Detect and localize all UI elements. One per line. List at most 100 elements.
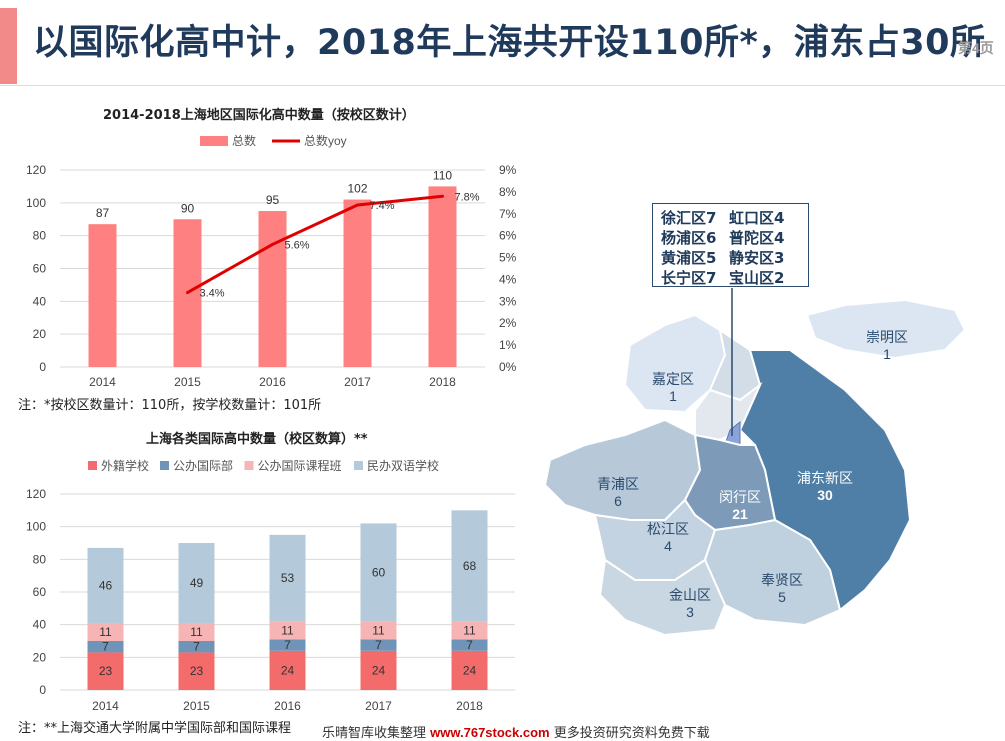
callout-row: 黄浦区5 静安区3 <box>661 248 800 268</box>
y-tick-label: 20 <box>33 327 47 341</box>
district-shape-chongming <box>805 298 967 360</box>
district-value-label: 21 <box>732 506 748 522</box>
yoy-value-label: 3.4% <box>200 288 225 300</box>
legend-swatch <box>354 461 363 470</box>
y-tick-label: 120 <box>26 487 46 501</box>
x-tick-label: 2016 <box>259 375 286 389</box>
callout-row: 杨浦区6 普陀区4 <box>661 228 800 248</box>
bar <box>428 186 457 367</box>
bar-value-label: 90 <box>181 201 195 215</box>
y-tick-label: 20 <box>33 650 47 664</box>
chart1-note: 注：*按校区数量计：110所，按学校数量计：101所 <box>18 398 322 413</box>
x-tick-label: 2017 <box>344 375 371 389</box>
x-tick-label: 2017 <box>365 699 392 713</box>
bar <box>343 199 372 367</box>
x-tick-label: 2014 <box>89 375 116 389</box>
segment-value-label: 11 <box>190 625 203 639</box>
district-name-label: 奉贤区 <box>761 572 803 588</box>
stacked-bar-segment <box>360 621 397 640</box>
segment-value-label: 7 <box>466 638 473 652</box>
stacked-bar-segment <box>451 650 488 690</box>
yoy-value-label: 7.4% <box>370 200 395 212</box>
stacked-bar-segment <box>178 623 215 641</box>
yoy-point <box>441 194 444 198</box>
district-name-label: 嘉定区 <box>652 371 694 387</box>
district-value-label: 6 <box>614 493 622 509</box>
district-name-label: 闵行区 <box>719 489 761 505</box>
y2-tick-label: 8% <box>499 185 517 199</box>
bar <box>88 224 117 367</box>
stacked-bar-segment <box>87 641 124 653</box>
callout-item: 静安区3 <box>729 249 785 267</box>
callout-item: 宝山区2 <box>729 269 785 287</box>
x-tick-label: 2018 <box>456 699 483 713</box>
y-tick-label: 40 <box>33 618 47 632</box>
segment-value-label: 11 <box>463 623 476 637</box>
callout-item: 虹口区4 <box>729 209 785 227</box>
y2-tick-label: 6% <box>499 229 517 243</box>
footer-url-link[interactable]: www.767stock.com <box>430 725 550 740</box>
segment-value-label: 7 <box>102 640 109 654</box>
callout-item: 黄浦区5 <box>661 249 717 267</box>
legend-label: 公办国际部 <box>173 458 233 473</box>
district-value-label: 30 <box>817 487 833 503</box>
stacked-bar-segment <box>451 621 488 640</box>
callout-item: 普陀区4 <box>729 229 785 247</box>
title-accent-bar <box>0 8 17 84</box>
bar-value-label: 95 <box>266 193 280 207</box>
segment-value-label: 7 <box>193 640 200 654</box>
y2-tick-label: 3% <box>499 294 517 308</box>
stacked-bar-segment <box>360 639 397 651</box>
segment-value-label: 11 <box>281 623 294 637</box>
yoy-point <box>186 291 189 295</box>
yoy-value-label: 5.6% <box>285 239 310 251</box>
segment-value-label: 23 <box>99 664 113 678</box>
segment-value-label: 24 <box>281 663 295 677</box>
chart2-title: 上海各类国际高中数量（校区数算）** <box>146 432 368 447</box>
page-title: 以国际化高中计，2018年上海共开设110所*，浦东占30所 <box>33 23 986 63</box>
segment-value-label: 60 <box>372 565 386 579</box>
callout-row: 徐汇区7 虹口区4 <box>661 208 800 228</box>
district-shape-jinshan <box>598 558 727 637</box>
callout-item: 徐汇区7 <box>661 209 717 227</box>
district-value-label: 1 <box>883 346 891 362</box>
callout-item: 长宁区7 <box>661 269 717 287</box>
x-tick-label: 2015 <box>183 699 210 713</box>
yoy-point <box>271 242 274 246</box>
footer-suffix: 更多投资研究资料免费下载 <box>553 726 710 741</box>
stacked-bar-segment <box>360 650 397 690</box>
y2-tick-label: 1% <box>499 338 517 352</box>
y-tick-label: 100 <box>26 520 46 534</box>
y-tick-label: 60 <box>33 585 47 599</box>
stacked-bar-segment <box>178 641 215 653</box>
stacked-bar-segment <box>269 650 306 690</box>
y-tick-label: 80 <box>33 552 47 566</box>
district-value-label: 5 <box>778 589 786 605</box>
x-tick-label: 2014 <box>92 699 119 713</box>
legend-swatch <box>88 461 97 470</box>
y-tick-label: 60 <box>33 262 47 276</box>
bar-value-label: 87 <box>96 206 110 220</box>
segment-value-label: 11 <box>99 625 112 639</box>
bar-value-label: 110 <box>433 168 452 182</box>
district-name-label: 青浦区 <box>597 476 639 492</box>
chart2-svg: 外籍学校 公办国际部 公办国际课程班 民办双语学校 0 20 40 60 80 100 120 23 7… <box>26 458 515 713</box>
title-divider <box>0 85 1005 86</box>
x-tick-label: 2018 <box>429 375 456 389</box>
district-name-label: 崇明区 <box>866 329 908 345</box>
segment-value-label: 23 <box>190 664 204 678</box>
stacked-bar-segment <box>87 652 124 690</box>
bar-value-label: 102 <box>347 182 367 196</box>
district-value-label: 4 <box>664 538 672 554</box>
yoy-line <box>186 194 443 294</box>
x-tick-label: 2016 <box>274 699 301 713</box>
stacked-bar-segment <box>451 639 488 651</box>
district-name-label: 松江区 <box>647 521 689 537</box>
y-tick-label: 0 <box>39 360 46 374</box>
district-value-label: 1 <box>669 388 677 404</box>
footer: 乐晴智库收集整理 www.767stock.com 更多投资研究资料免费下载 <box>322 722 710 741</box>
legend-label: 总数yoy <box>304 133 347 148</box>
chart2-note: 注：**上海交通大学附属中学国际部和国际课程 <box>18 721 292 736</box>
